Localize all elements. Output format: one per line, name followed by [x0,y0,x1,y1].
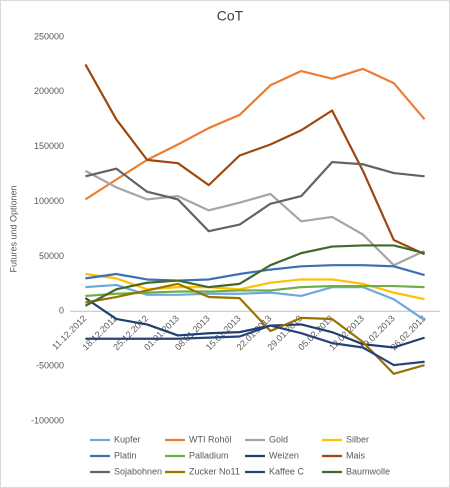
legend-label: Mais [346,450,366,460]
legend-label: Kaffee C [269,466,304,476]
chart-title: CoT [217,8,244,24]
series-line [84,244,425,307]
y-tick-label: 100000 [34,196,64,206]
y-tick-label: 0 [59,306,64,316]
legend-label: Gold [269,434,288,444]
y-tick-label: 50000 [39,251,64,261]
series-line [85,264,425,282]
legend-label: Silber [346,434,369,444]
series-line [85,284,425,298]
legend-label: Baumwolle [346,466,390,476]
legend-label: Weizen [269,450,299,460]
series-line [85,160,425,233]
series-line [84,169,426,267]
legend-label: Zucker No11 [189,466,240,476]
series-line [84,297,425,349]
legend-label: Platin [114,450,137,460]
series-line [85,282,425,375]
legend-label: Palladium [189,450,229,460]
series-line [85,324,425,367]
legend-label: WTI Rohöl [189,434,232,444]
y-tick-label: 250000 [34,31,64,41]
y-tick-label: 200000 [34,86,64,96]
legend-label: Sojabohnen [114,466,162,476]
legend-label: Kupfer [114,434,141,444]
y-tick-label: -50000 [36,361,64,371]
y-tick-label: -100000 [31,415,64,425]
y-axis-label: Futures und Optionen [8,185,18,272]
series-line [84,63,426,256]
y-tick-label: 150000 [34,141,64,151]
series-line [84,67,426,201]
